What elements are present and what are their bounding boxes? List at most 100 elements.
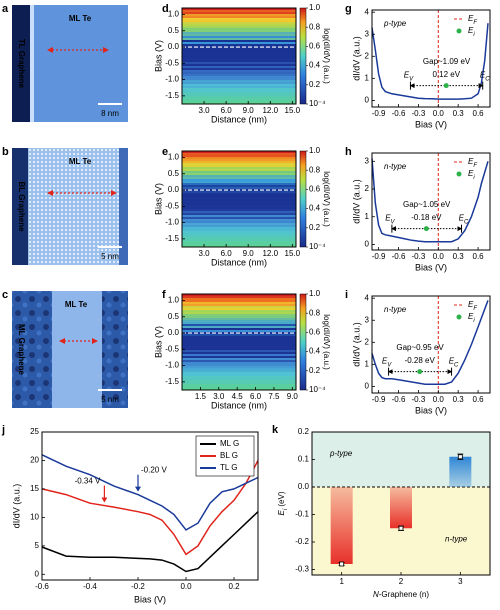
heatmap-band <box>182 211 296 214</box>
x-tick-label: -0.2 <box>131 582 145 591</box>
heatmap-band <box>182 175 296 178</box>
region-label: n-type <box>445 534 468 543</box>
heatmap-band <box>182 14 296 17</box>
heatmap-band <box>182 219 296 222</box>
heatmap-band <box>182 372 296 375</box>
heatmap-band <box>182 366 296 369</box>
y-axis-label: Bias (V) <box>153 326 163 358</box>
x-tick-label: 0.0 <box>180 582 192 591</box>
colorbar-tick-label: 0.4 <box>309 347 321 356</box>
heatmap-band <box>182 207 296 210</box>
edge-label: EC <box>449 357 459 368</box>
y-tick-label: 0.5 <box>168 169 180 178</box>
heatmap-band <box>182 183 296 186</box>
ei-label: 0.12 eV <box>432 70 460 79</box>
edge-label-sub: C <box>485 76 490 82</box>
heatmap-band <box>182 30 296 33</box>
panel-label: k <box>272 424 279 436</box>
x-tick-label: -0.4 <box>83 582 97 591</box>
y-axis-label: dI/dV (a.u.) <box>351 36 361 81</box>
heatmap-band <box>182 217 296 220</box>
colorbar-tick-label: 0.6 <box>309 185 321 194</box>
heatmap-band <box>182 40 296 43</box>
scale-label: 5 nm <box>101 252 119 261</box>
y-tick-label: -0.5 <box>165 344 179 353</box>
substrate-label: BL Graphene <box>17 181 26 232</box>
heatmap-band <box>182 38 296 41</box>
heatmap-band <box>182 86 296 89</box>
annotation-head <box>101 497 108 503</box>
heatmap-band <box>182 237 296 240</box>
heatmap-band <box>182 296 296 299</box>
legend-entry-sub: F <box>473 306 477 312</box>
x-tick-label: 7.5 <box>268 392 280 401</box>
x-tick-label: -0.3 <box>412 109 426 118</box>
x-tick-label: -0.3 <box>412 252 426 261</box>
x-tick-label: 6.0 <box>221 106 233 115</box>
heatmap-band <box>182 60 296 63</box>
panel-label: h <box>345 146 352 158</box>
edge-label: EC <box>480 71 490 82</box>
heatmap-band <box>182 100 296 103</box>
y-tick-label: 1 <box>365 212 370 221</box>
heatmap-band <box>182 12 296 15</box>
didv-curve <box>371 158 489 243</box>
heatmap-band <box>182 302 296 305</box>
x-tick-label: 1 <box>339 577 344 586</box>
panel-label: j <box>1 424 5 436</box>
x-tick-label: 9.0 <box>243 106 255 115</box>
heatmap-band <box>182 167 296 170</box>
legend-swatch <box>456 28 462 34</box>
legend-entry: EF <box>468 157 477 168</box>
value-marker <box>457 454 463 460</box>
y-axis-label: dI/dV (a.u.) <box>351 322 361 367</box>
y-tick-label: -1.0 <box>165 75 179 84</box>
legend-entry: Ei <box>468 169 475 180</box>
plot-frame <box>371 152 491 251</box>
y-tick-label: 2 <box>365 337 370 346</box>
heatmap-band <box>182 48 296 51</box>
legend-entry-sub: F <box>473 20 477 26</box>
y-tick-label: 20 <box>30 456 39 465</box>
heatmap-band <box>182 20 296 23</box>
heatmap-band <box>182 340 296 343</box>
heatmap-band <box>182 22 296 25</box>
bar <box>330 487 353 564</box>
plot-frame <box>311 431 491 576</box>
plot-frame <box>371 295 491 394</box>
heatmap-band <box>182 376 296 379</box>
heatmap-band <box>182 352 296 355</box>
legend-entry-sub: i <box>473 32 475 38</box>
x-tick-label: 9.0 <box>243 249 255 258</box>
heatmap-band <box>182 354 296 357</box>
heatmap-band <box>182 187 296 190</box>
heatmap-band <box>182 76 296 79</box>
legend-entry: EF <box>468 300 477 311</box>
x-tick-label: -0.9 <box>372 395 386 404</box>
heatmap-band <box>182 342 296 345</box>
y-axis-label: Bias (V) <box>153 40 163 72</box>
y-axis-label: Bias (V) <box>153 183 163 215</box>
heatmap-band <box>182 64 296 67</box>
x-tick-label: 0.3 <box>453 395 465 404</box>
heatmap-band <box>182 191 296 194</box>
y-tick-label: 25 <box>30 427 39 436</box>
x-tick-label: 0.0 <box>433 109 445 118</box>
heatmap-band <box>182 56 296 59</box>
x-tick-label: 12.0 <box>262 249 278 258</box>
substrate-label: TL Graphene <box>17 39 26 89</box>
x-tick-label: 1.5 <box>195 392 207 401</box>
heatmap-band <box>182 177 296 180</box>
heatmap-band <box>182 199 296 202</box>
edge-label-sub: V <box>409 76 414 82</box>
x-tick-label: 0.6 <box>473 252 485 261</box>
film-label: ML Te <box>69 157 92 166</box>
x-tick-label: -0.6 <box>392 395 406 404</box>
didv-curve <box>371 300 489 385</box>
y-tick-label: -1.5 <box>165 234 179 243</box>
y-tick-label: -0.3 <box>295 565 309 574</box>
heatmap-band <box>182 28 296 31</box>
gap-label: Gap~1.05 eV <box>403 200 451 209</box>
y-tick-label: -1.0 <box>165 218 179 227</box>
